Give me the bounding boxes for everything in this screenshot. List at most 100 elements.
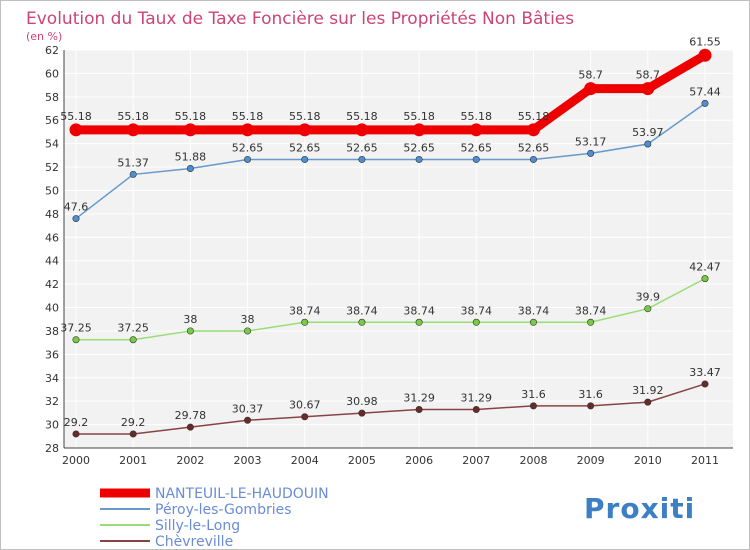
y-tick-label: 34 [45, 372, 59, 385]
data-point [587, 318, 595, 326]
y-tick-label: 32 [45, 395, 59, 408]
legend-label: Chèvreville [155, 534, 233, 550]
data-point [301, 318, 309, 326]
data-label: 55.18 [289, 110, 321, 123]
data-label: 58.7 [636, 69, 661, 82]
data-label: 31.29 [403, 391, 435, 404]
data-point [526, 123, 540, 137]
data-point [186, 423, 194, 431]
data-label: 55.18 [346, 110, 378, 123]
data-label: 52.65 [289, 141, 321, 154]
data-point [69, 123, 83, 137]
data-label: 55.18 [518, 110, 550, 123]
y-tick-label: 62 [45, 44, 59, 57]
data-point [584, 82, 598, 96]
y-tick-label: 42 [45, 278, 59, 291]
data-point [472, 155, 480, 163]
plot-background [64, 50, 733, 448]
chart-title: Evolution du Taux de Taxe Foncière sur l… [26, 9, 574, 29]
data-point [472, 318, 480, 326]
data-label: 58.7 [578, 69, 603, 82]
data-point [355, 123, 369, 137]
x-tick-label: 2007 [462, 454, 490, 467]
data-label: 33.47 [689, 366, 721, 379]
y-tick-label: 52 [45, 161, 59, 174]
data-point [244, 327, 252, 335]
series-line [76, 383, 706, 435]
y-tick-label: 50 [45, 184, 59, 197]
data-point [72, 336, 80, 344]
data-label: 30.37 [232, 402, 264, 415]
data-label: 38.74 [518, 304, 550, 317]
data-label: 52.65 [346, 141, 378, 154]
data-point [701, 99, 709, 107]
data-label: 61.55 [689, 35, 721, 48]
data-point [644, 305, 652, 313]
y-tick-label: 36 [45, 348, 59, 361]
data-point [587, 149, 595, 157]
data-label: 52.65 [232, 141, 264, 154]
x-tick-label: 2008 [519, 454, 547, 467]
legend-label: Péroy-les-Gombries [155, 502, 292, 518]
data-label: 52.65 [518, 141, 550, 154]
data-label: 55.18 [175, 110, 207, 123]
data-point [72, 215, 80, 223]
x-tick-label: 2006 [405, 454, 433, 467]
data-label: 38 [183, 313, 197, 326]
data-label: 39.9 [636, 291, 661, 304]
legend-item-2: Silly-le-Long [100, 518, 240, 534]
data-point [472, 405, 480, 413]
data-label: 42.47 [689, 261, 721, 274]
data-point [126, 123, 140, 137]
data-label: 38.74 [575, 304, 607, 317]
y-tick-label: 28 [45, 442, 59, 455]
data-label: 30.67 [289, 399, 321, 412]
data-label: 55.18 [403, 110, 435, 123]
data-point [698, 48, 712, 62]
x-tick-label: 2010 [634, 454, 662, 467]
data-label: 29.2 [64, 416, 89, 429]
y-tick-label: 48 [45, 208, 59, 221]
x-tick-label: 2005 [348, 454, 376, 467]
y-tick-label: 58 [45, 91, 59, 104]
data-label: 38.74 [461, 304, 493, 317]
data-label: 37.25 [60, 322, 92, 335]
data-point [129, 430, 137, 438]
y-tick-label: 46 [45, 231, 59, 244]
data-label: 51.88 [175, 150, 207, 163]
legend-item-3: Chèvreville [100, 534, 233, 550]
data-point [186, 164, 194, 172]
data-label: 55.18 [60, 110, 92, 123]
data-point [415, 318, 423, 326]
series-3: 29.2 29.2 29.78 30.37 30.67 30.98 31.29 31.29 31… [64, 366, 721, 438]
data-point [301, 413, 309, 421]
data-point [183, 123, 197, 137]
data-label: 53.17 [575, 135, 607, 148]
data-label: 31.92 [632, 384, 664, 397]
unit-label: (en %) [26, 30, 62, 43]
data-label: 52.65 [461, 141, 493, 154]
series-line [76, 277, 706, 341]
series-line [76, 51, 708, 135]
data-point [358, 318, 366, 326]
data-point [644, 398, 652, 406]
data-label: 31.6 [578, 388, 603, 401]
data-point [529, 155, 537, 163]
data-point [241, 123, 255, 137]
data-point [301, 155, 309, 163]
data-point [358, 409, 366, 417]
data-label: 38.74 [346, 304, 378, 317]
data-label: 47.6 [64, 201, 89, 214]
data-point [701, 275, 709, 283]
data-point [701, 380, 709, 388]
y-tick-label: 56 [45, 114, 59, 127]
legend-item-0: NANTEUIL-LE-HAUDOUIN [100, 486, 329, 502]
data-point [469, 123, 483, 137]
x-tick-label: 2001 [119, 454, 147, 467]
data-label: 55.18 [232, 110, 264, 123]
data-point [358, 155, 366, 163]
data-point [644, 140, 652, 148]
data-point [129, 336, 137, 344]
data-label: 38 [241, 313, 255, 326]
